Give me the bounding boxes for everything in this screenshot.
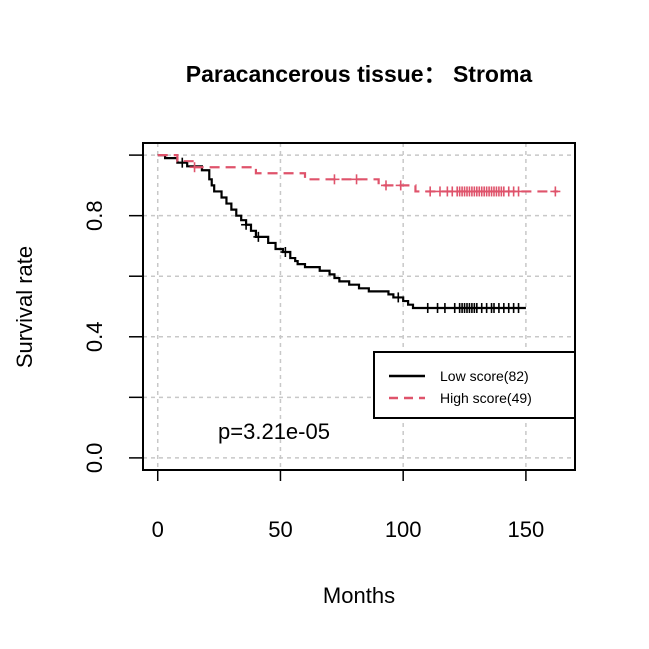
y-tick-label: 0.4 bbox=[82, 321, 107, 352]
x-axis-label: Months bbox=[323, 583, 395, 608]
x-tick-label: 0 bbox=[152, 517, 164, 542]
chart-title: Paracancerous tissue： Stroma bbox=[186, 61, 533, 87]
censor-mark bbox=[351, 174, 362, 185]
censor-mark bbox=[241, 219, 252, 230]
censor-mark bbox=[253, 231, 264, 242]
censor-mark bbox=[329, 174, 340, 185]
censor-mark bbox=[395, 180, 406, 191]
x-tick-label: 50 bbox=[268, 517, 292, 542]
x-tick-label: 100 bbox=[385, 517, 422, 542]
legend-box bbox=[373, 351, 576, 419]
censor-mark bbox=[550, 186, 561, 197]
legend-label-high: High score(49) bbox=[440, 390, 532, 406]
y-axis: 0.0 0.4 0.8 bbox=[82, 154, 144, 474]
survival-curves bbox=[157, 154, 558, 310]
x-tick-label: 150 bbox=[508, 517, 545, 542]
censor-mark bbox=[425, 186, 436, 197]
censor-mark bbox=[189, 162, 200, 173]
legend-label-low: Low score(82) bbox=[440, 368, 529, 384]
p-value-annotation: p=3.21e-05 bbox=[218, 419, 330, 444]
censor-mark bbox=[439, 303, 450, 314]
censor-mark bbox=[381, 180, 391, 191]
survival-curve-high bbox=[157, 154, 558, 193]
censor-mark bbox=[177, 157, 188, 168]
y-axis-label: Survival rate bbox=[12, 246, 37, 368]
x-axis: 0 50 100 150 bbox=[152, 469, 545, 542]
censor-mark bbox=[393, 292, 404, 303]
censor-mark bbox=[513, 303, 524, 314]
legend: Low score(82) High score(49) bbox=[373, 351, 576, 419]
censor-marks bbox=[177, 157, 561, 314]
y-tick-label: 0.0 bbox=[82, 443, 107, 474]
censor-mark bbox=[513, 186, 524, 197]
censor-mark bbox=[280, 247, 291, 257]
survival-curve-low bbox=[157, 154, 526, 310]
censor-mark bbox=[422, 303, 433, 314]
y-tick-label: 0.8 bbox=[82, 200, 107, 231]
